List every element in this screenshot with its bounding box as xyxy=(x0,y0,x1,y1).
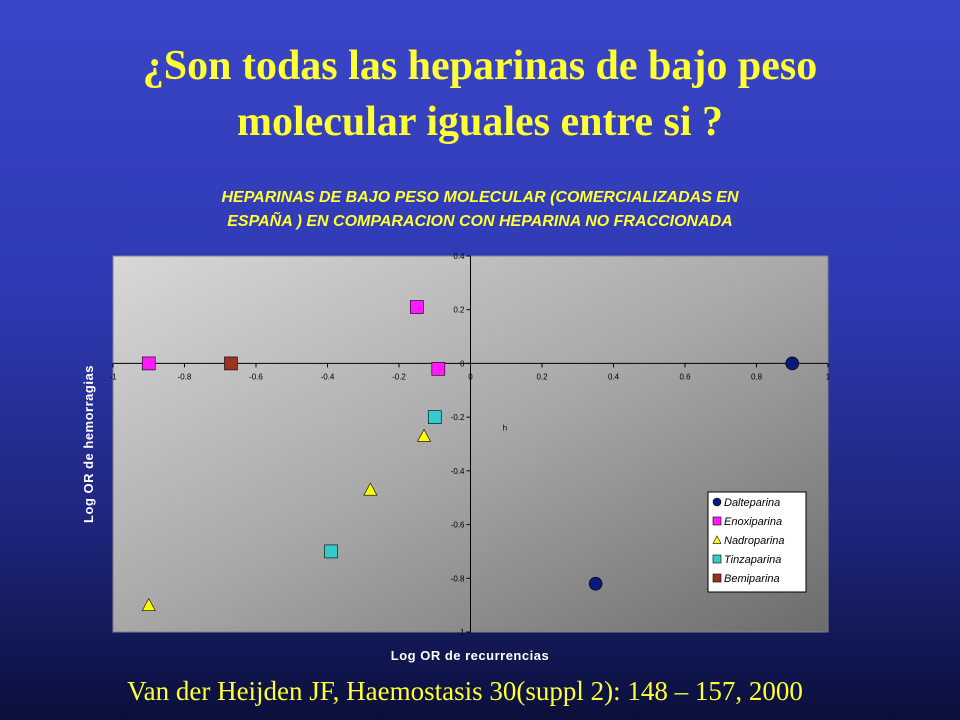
y-tick-label: -0.2 xyxy=(451,413,465,422)
slide-title-line-1: ¿Son todas las heparinas de bajo peso xyxy=(142,43,818,89)
x-tick-label: 0.2 xyxy=(536,372,548,381)
data-point-tinzaparina xyxy=(427,410,442,424)
x-axis-title: Log OR de recurrencias xyxy=(391,648,549,663)
legend-label-tinzaparina: Tinzaparina xyxy=(724,554,781,566)
x-tick-label: 0 xyxy=(468,372,473,381)
x-tick-label: -0.4 xyxy=(321,372,335,381)
data-point-enoxiparina xyxy=(431,361,446,376)
slide-title-line-2: molecular iguales entre si ? xyxy=(236,99,724,145)
chart-title: HEPARINAS DE BAJO PESO MOLECULAR (COMERC… xyxy=(100,186,860,234)
y-tick-label: 0.4 xyxy=(453,252,465,261)
slide-title: ¿Son todas las heparinas de bajo peso mo… xyxy=(0,38,960,150)
data-point-nadroparina xyxy=(417,428,432,442)
y-tick-label: 0 xyxy=(460,359,465,368)
legend-label-bemiparina: Bemiparina xyxy=(724,573,780,585)
legend-label-enoxiparina: Enoxiparina xyxy=(724,516,782,528)
chart-legend: Dalteparina Enoxiparina Nadroparina Tinzapa… xyxy=(707,491,807,593)
legend-marker-tinzaparina xyxy=(712,554,722,564)
data-point-bemiparina xyxy=(224,356,238,371)
legend-label-nadroparina: Nadroparina xyxy=(724,535,785,547)
data-point-enoxiparina xyxy=(141,356,156,371)
legend-marker-nadroparina xyxy=(712,535,722,544)
x-tick-label: 0.6 xyxy=(679,372,691,381)
data-point-dalteparina xyxy=(588,576,603,591)
data-point-dalteparina xyxy=(785,356,800,371)
x-tick-label: -0.2 xyxy=(392,372,406,381)
y-tick-label: -0.4 xyxy=(451,467,465,476)
x-tick-label: 0.4 xyxy=(608,372,620,381)
legend-marker-bemiparina xyxy=(712,573,722,583)
chart-annotation: h xyxy=(503,424,507,433)
x-tick-label: -0.6 xyxy=(249,372,263,381)
legend-marker-enoxiparina xyxy=(712,516,722,526)
x-tick-label: -0.8 xyxy=(178,372,192,381)
y-axis-title: Log OR de hemorragias xyxy=(81,365,96,523)
legend-marker-dalteparina xyxy=(712,497,722,507)
y-tick-label: 0.2 xyxy=(453,306,465,315)
data-point-nadroparina xyxy=(141,598,156,611)
citation: Van der Heijden JF, Haemostasis 30(suppl… xyxy=(127,676,803,706)
y-tick-label: -0.6 xyxy=(451,521,465,530)
x-tick-label: 0.8 xyxy=(751,372,763,381)
legend-label-dalteparina: Dalteparina xyxy=(724,497,780,509)
chart-title-line-2: ESPAÑA ) EN COMPARACION CON HEPARINA NO … xyxy=(227,213,733,230)
data-point-tinzaparina xyxy=(324,544,338,559)
x-tick-label: 1 xyxy=(826,372,831,381)
data-point-nadroparina xyxy=(363,482,378,496)
data-point-enoxiparina xyxy=(410,300,424,314)
x-tick-label: -1 xyxy=(109,372,117,381)
y-tick-label: -1 xyxy=(457,628,465,637)
legend-box xyxy=(707,491,807,593)
chart-title-line-1: HEPARINAS DE BAJO PESO MOLECULAR (COMERC… xyxy=(221,189,739,206)
y-tick-label: -0.8 xyxy=(451,574,465,583)
